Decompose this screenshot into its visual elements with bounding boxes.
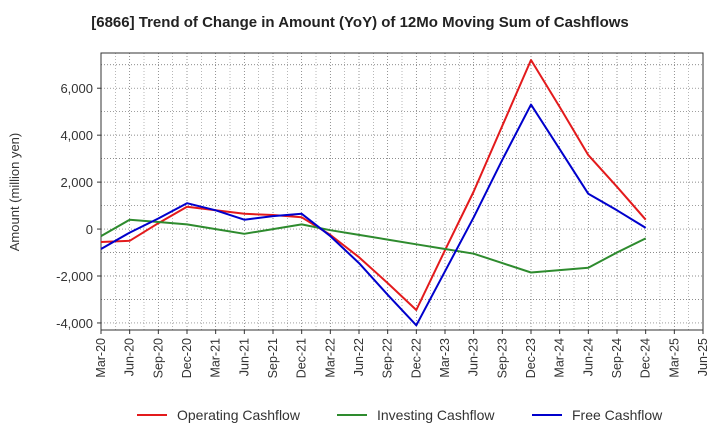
x-tick-label: Jun-21 bbox=[237, 338, 251, 376]
x-tick-label: Dec-22 bbox=[409, 338, 423, 378]
x-tick-label: Dec-24 bbox=[639, 338, 653, 378]
plot-area-border bbox=[100, 52, 704, 331]
y-tick-label: 2,000 bbox=[60, 175, 93, 190]
grid-lines bbox=[100, 53, 704, 330]
x-tick-label: Sep-20 bbox=[151, 338, 165, 378]
x-tick-label: Mar-23 bbox=[438, 338, 452, 378]
y-tick-label: 6,000 bbox=[60, 81, 93, 96]
y-tick-label: 4,000 bbox=[60, 128, 93, 143]
x-tick-label: Mar-25 bbox=[667, 338, 681, 378]
x-tick-label: Jun-24 bbox=[581, 338, 595, 376]
x-tick-label: Sep-22 bbox=[381, 338, 395, 378]
y-axis-label: Amount (million yen) bbox=[7, 133, 22, 252]
x-tick-label: Sep-21 bbox=[266, 338, 280, 378]
y-tick-label: 0 bbox=[86, 222, 93, 237]
x-tick-label: Jun-25 bbox=[696, 338, 710, 376]
x-tick-label: Sep-23 bbox=[495, 338, 509, 378]
x-tick-label: Sep-24 bbox=[610, 338, 624, 378]
series-line-operating-cashflow bbox=[100, 59, 647, 311]
legend-label: Free Cashflow bbox=[572, 407, 663, 423]
series-lines bbox=[100, 59, 647, 327]
x-tick-label: Jun-23 bbox=[467, 338, 481, 376]
series-line-investing-cashflow bbox=[100, 218, 647, 274]
x-tick-label: Mar-20 bbox=[94, 338, 108, 378]
x-tick-label: Jun-20 bbox=[123, 338, 137, 376]
x-tick-label: Mar-21 bbox=[209, 338, 223, 378]
legend-label: Investing Cashflow bbox=[377, 407, 495, 423]
x-tick-label: Jun-22 bbox=[352, 338, 366, 376]
chart-title: [6866] Trend of Change in Amount (YoY) o… bbox=[91, 14, 629, 31]
x-axis-ticks: Mar-20 Jun-20 Sep-20 Dec-20 Mar-21 Jun-21 Sep-… bbox=[94, 330, 710, 378]
legend: Operating Cashflow Investing Cashflow Free… bbox=[137, 407, 663, 423]
y-tick-label: -2,000 bbox=[56, 269, 93, 284]
x-tick-label: Mar-24 bbox=[553, 338, 567, 378]
legend-label: Operating Cashflow bbox=[177, 407, 301, 423]
series-line-free-cashflow bbox=[100, 103, 647, 327]
x-tick-label: Dec-20 bbox=[180, 338, 194, 378]
y-axis-ticks: -4,000 -2,000 0 2,000 4,000 6,000 bbox=[56, 81, 101, 331]
x-tick-label: Mar-22 bbox=[323, 338, 337, 378]
y-tick-label: -4,000 bbox=[56, 316, 93, 331]
x-tick-label: Dec-21 bbox=[295, 338, 309, 378]
x-tick-label: Dec-23 bbox=[524, 338, 538, 378]
